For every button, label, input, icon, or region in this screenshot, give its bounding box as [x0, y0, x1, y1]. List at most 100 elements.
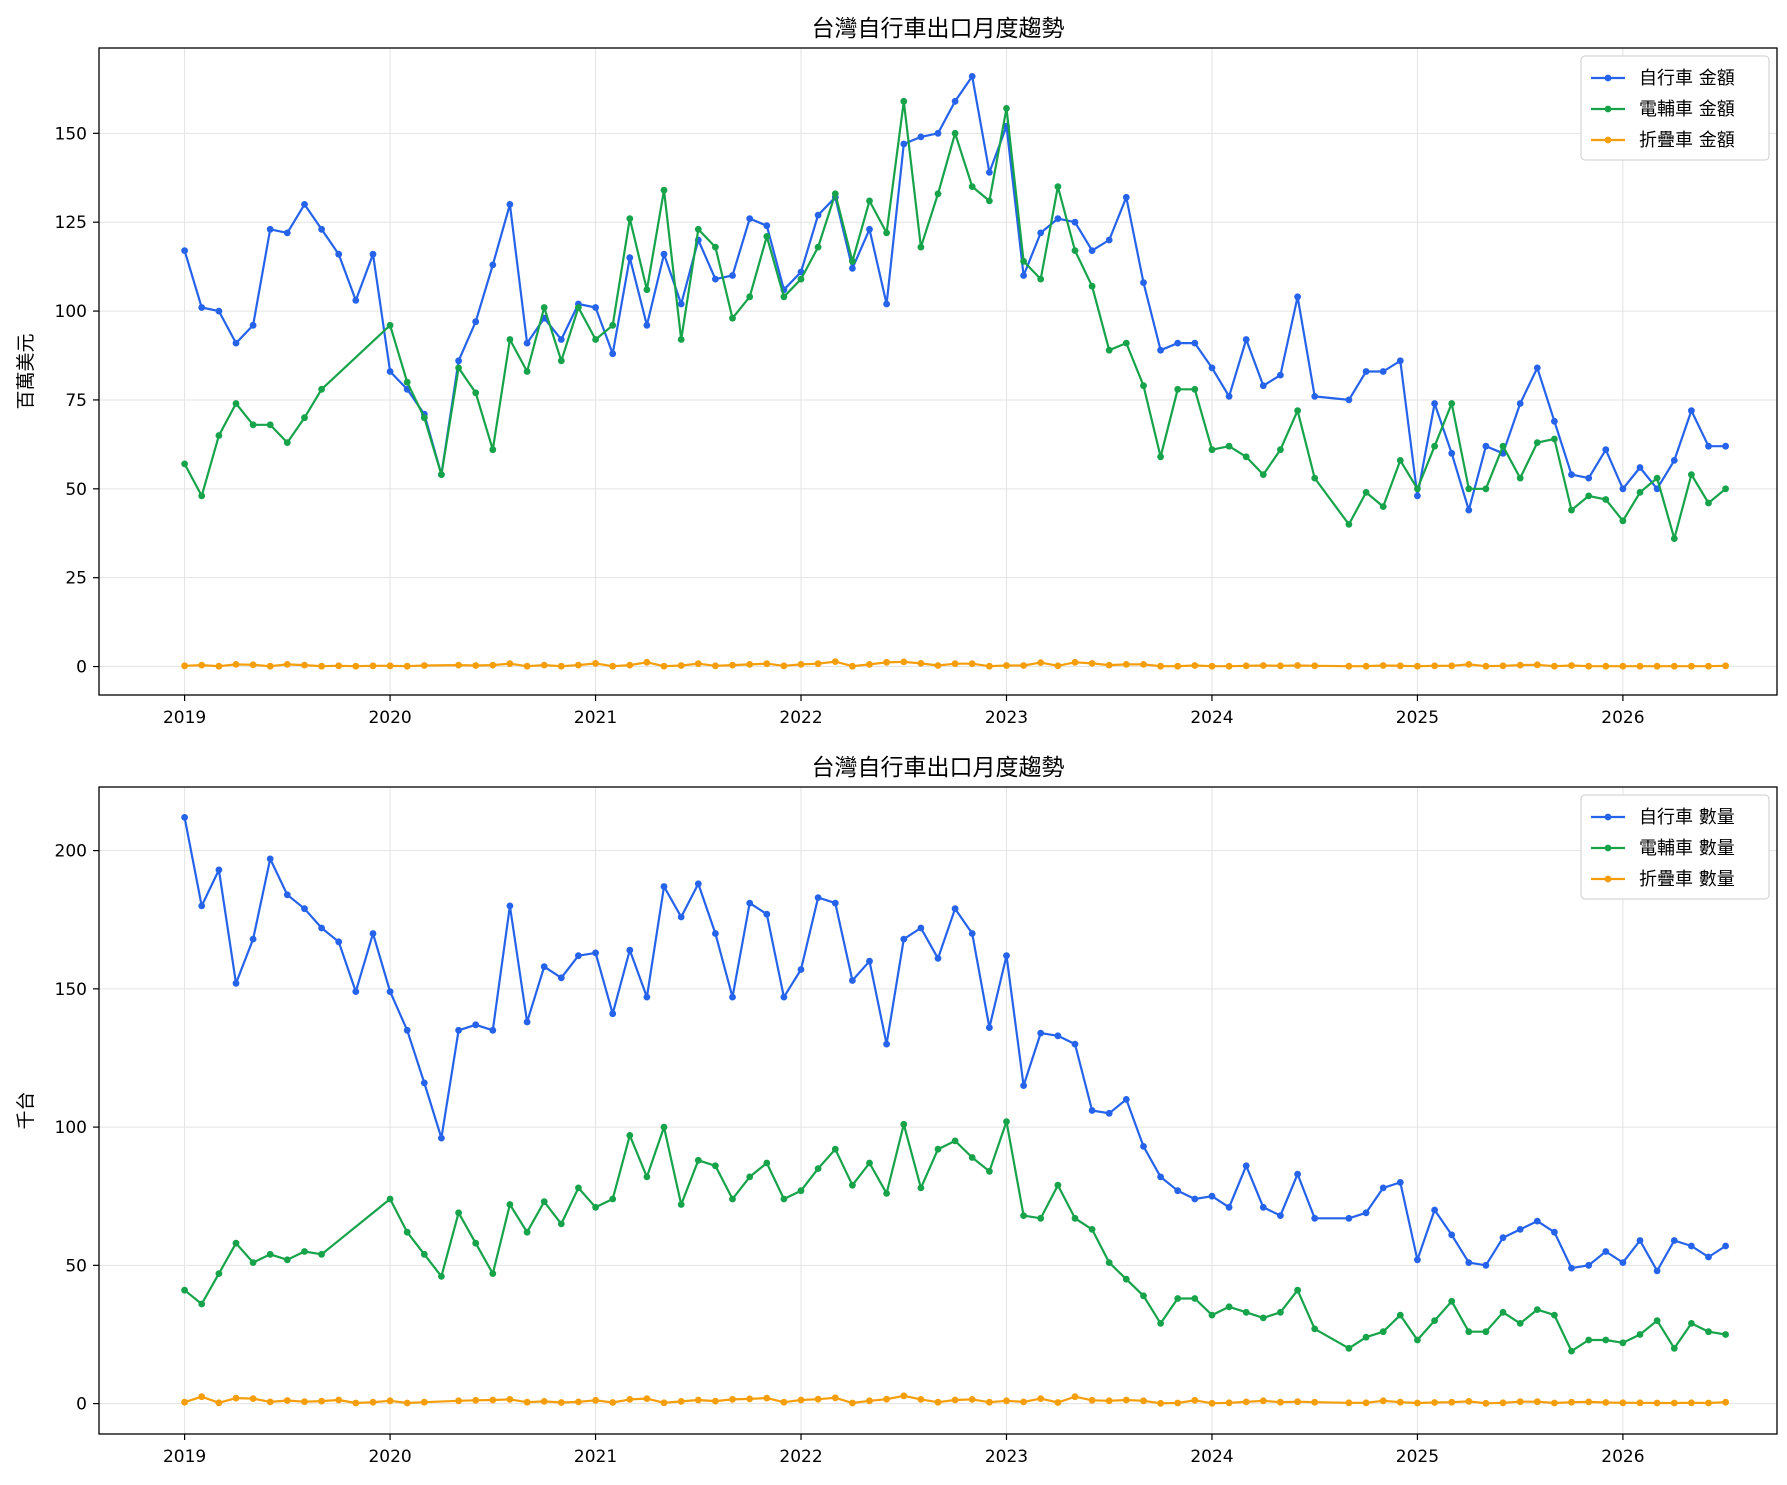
data-point — [1294, 662, 1301, 669]
data-point — [301, 661, 308, 669]
data-point — [1020, 1082, 1027, 1089]
data-point — [986, 197, 993, 205]
data-point — [523, 662, 531, 670]
data-point — [1533, 439, 1541, 446]
data-point — [831, 190, 839, 198]
data-point — [626, 254, 634, 262]
data-point — [181, 814, 189, 821]
data-point — [917, 1184, 925, 1192]
data-point — [249, 1259, 257, 1266]
data-point — [283, 891, 291, 899]
data-point — [386, 1195, 394, 1203]
data-point — [335, 938, 343, 946]
data-point — [797, 275, 805, 283]
data-point — [660, 662, 668, 670]
data-point — [1688, 1242, 1695, 1250]
data-point — [1653, 1317, 1661, 1324]
data-point — [523, 368, 531, 375]
data-point — [1465, 506, 1473, 514]
x-tick-label: 2025 — [1396, 1447, 1439, 1467]
data-point — [1414, 1399, 1421, 1407]
data-point — [1653, 662, 1661, 670]
data-point — [1533, 1306, 1541, 1313]
data-point — [1379, 368, 1387, 375]
data-point — [1174, 662, 1182, 670]
data-point — [694, 1156, 702, 1164]
data-point — [849, 257, 856, 265]
data-point — [712, 243, 719, 251]
data-point — [1379, 503, 1387, 510]
data-point — [1499, 442, 1507, 450]
data-point — [1533, 661, 1541, 669]
data-point — [403, 378, 411, 386]
chart-panel-2: 2019 2020 2021 2022 2023 2024 2025 2026 0 50 100 15… — [15, 755, 1778, 1467]
data-point — [1140, 1292, 1147, 1300]
data-point — [283, 1397, 291, 1404]
data-point — [1140, 382, 1147, 390]
data-point — [181, 460, 189, 468]
data-point — [1482, 1328, 1490, 1336]
data-point — [1722, 1242, 1729, 1250]
data-point — [1225, 442, 1233, 450]
x-tick-label: 2020 — [368, 1447, 411, 1467]
series-line — [183, 100, 1727, 540]
data-point — [797, 966, 805, 973]
data-point — [301, 414, 308, 422]
legend-label: 自行車 數量 — [1639, 807, 1735, 828]
data-point — [797, 661, 805, 668]
data-point — [1225, 662, 1233, 670]
data-point — [1157, 662, 1164, 670]
data-point — [1602, 446, 1610, 454]
data-point — [1277, 371, 1284, 379]
data-point — [352, 297, 360, 304]
data-point — [592, 660, 599, 667]
data-point — [1157, 453, 1164, 461]
data-point — [386, 321, 394, 329]
data-point — [1345, 662, 1353, 670]
data-point — [1670, 1237, 1678, 1244]
data-point — [335, 662, 343, 670]
data-point — [575, 1398, 582, 1406]
chart-panel-1: 2019 2020 2021 2022 2023 2024 2025 2026 0 25 50 75 1… — [15, 16, 1778, 728]
data-point — [814, 894, 822, 901]
data-point — [883, 229, 890, 237]
data-point — [609, 1399, 617, 1406]
data-point — [1311, 662, 1319, 670]
data-point — [1551, 417, 1558, 425]
data-point — [729, 1396, 736, 1403]
data-point — [831, 899, 839, 907]
data-point — [472, 662, 480, 669]
data-point — [831, 1145, 839, 1153]
data-point — [1345, 1399, 1353, 1407]
data-point — [249, 661, 257, 669]
data-point — [1568, 1347, 1575, 1355]
data-point — [369, 250, 377, 258]
data-point — [1705, 499, 1712, 507]
data-point — [1345, 396, 1353, 404]
data-point — [1619, 1259, 1627, 1266]
chart-title: 台灣自行車出口月度趨勢 — [812, 755, 1065, 781]
y-tick-label: 75 — [65, 391, 87, 411]
data-point — [1140, 1143, 1147, 1150]
data-point — [420, 1079, 428, 1087]
data-point — [1174, 385, 1182, 393]
data-point — [318, 1397, 325, 1405]
data-point — [489, 261, 497, 269]
data-point — [712, 1162, 719, 1170]
data-point — [934, 955, 942, 962]
data-point — [1636, 1237, 1644, 1244]
data-point — [660, 186, 668, 194]
data-point — [1242, 1308, 1250, 1316]
data-point — [643, 1173, 651, 1181]
data-point — [1602, 1336, 1610, 1344]
data-point — [1345, 1344, 1353, 1352]
data-point — [1345, 1214, 1353, 1222]
data-point — [1585, 662, 1593, 670]
data-point — [1705, 662, 1712, 670]
data-point — [1619, 485, 1627, 493]
data-point — [1619, 662, 1627, 670]
data-point — [301, 1398, 308, 1406]
y-tick-label: 0 — [76, 1395, 87, 1415]
data-point — [232, 1239, 240, 1247]
chart-title: 台灣自行車出口月度趨勢 — [812, 16, 1065, 42]
